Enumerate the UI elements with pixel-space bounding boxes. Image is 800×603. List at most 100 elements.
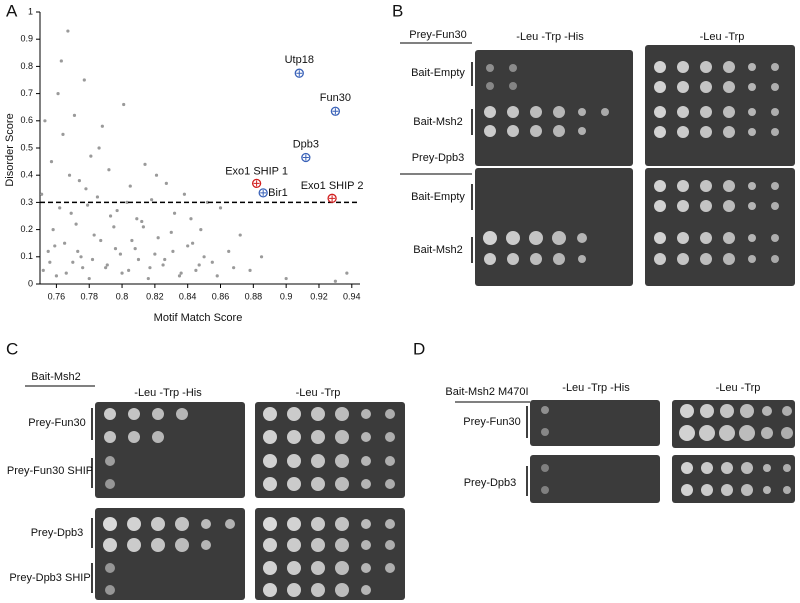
plate (530, 455, 660, 503)
colony-spot (311, 583, 325, 597)
point (53, 244, 57, 248)
colony-spot (748, 108, 756, 116)
colony-spot (601, 108, 609, 116)
prey-label: Prey-Dpb3 (412, 152, 465, 164)
colony-spot (385, 519, 395, 529)
point (333, 279, 337, 283)
y-tick-label: 0.3 (20, 197, 33, 207)
colony-spot (654, 126, 666, 138)
colony-spot (361, 519, 371, 529)
plate (95, 508, 245, 600)
x-tick-label: 0.9 (280, 291, 293, 301)
colony-spot (781, 427, 793, 439)
highlight-point (327, 193, 337, 203)
panel-label: A (6, 1, 18, 20)
colony-spot (677, 106, 689, 118)
highlight-point (258, 188, 268, 198)
colony-spot (677, 61, 689, 73)
point (161, 263, 165, 267)
colony-spot (311, 407, 325, 421)
colony-spot (700, 180, 712, 192)
colony-spot (176, 408, 188, 420)
colony-spot (748, 83, 756, 91)
point (61, 132, 65, 136)
bait-label: Bait-Empty (411, 67, 465, 79)
media-label: -Leu -Trp (296, 387, 341, 399)
colony-spot (311, 430, 325, 444)
point (66, 29, 70, 33)
plate (672, 455, 795, 503)
point (74, 222, 78, 226)
colony-spot (723, 180, 735, 192)
colony-spot (761, 427, 773, 439)
colony-spot (507, 106, 519, 118)
colony-spot (723, 200, 735, 212)
y-tick-label: 0.5 (20, 142, 33, 152)
colony-spot (385, 432, 395, 442)
y-tick-label: 0.8 (20, 61, 33, 71)
point (135, 217, 139, 221)
point (84, 187, 88, 191)
point (345, 271, 349, 275)
colony-spot (681, 484, 693, 496)
bait-label: Bait-Msh2 (413, 116, 463, 128)
colony-spot (127, 538, 141, 552)
colony-spot (783, 464, 791, 472)
point (194, 268, 198, 272)
point (182, 192, 187, 196)
colony-spot (151, 517, 165, 531)
colony-spot (103, 517, 117, 531)
colony-spot (654, 81, 666, 93)
colony-spot (506, 231, 520, 245)
colony-spot (748, 255, 756, 263)
colony-spot (105, 585, 115, 595)
x-tick-label: 0.86 (212, 291, 230, 301)
colony-spot (263, 430, 277, 444)
plate (475, 168, 633, 286)
point (197, 263, 201, 267)
y-tick-label: 0.9 (20, 34, 33, 44)
point (48, 260, 52, 264)
point-label: Utp18 (285, 54, 314, 66)
x-tick-label: 0.76 (48, 291, 66, 301)
colony-spot (103, 538, 117, 552)
bait-label: Bait-Msh2 M470I (445, 386, 528, 398)
x-tick-label: 0.82 (146, 291, 164, 301)
colony-spot (175, 538, 189, 552)
colony-spot (335, 454, 349, 468)
colony-spot (723, 232, 735, 244)
point (140, 219, 144, 224)
highlight-point (330, 106, 341, 116)
point (232, 266, 236, 270)
colony-spot (385, 540, 395, 550)
plates (95, 45, 795, 600)
colony-spot (771, 63, 779, 71)
colony-spot (771, 202, 779, 210)
colony-spot (677, 253, 689, 265)
point (133, 247, 137, 251)
colony-spot (654, 61, 666, 73)
colony-spot (701, 484, 713, 496)
x-tick-label: 0.94 (343, 291, 361, 301)
colony-spot (721, 484, 733, 496)
point (177, 274, 182, 278)
colony-spot (578, 108, 586, 116)
colony-spot (311, 454, 325, 468)
point (172, 211, 177, 215)
colony-spot (287, 561, 301, 575)
point (56, 92, 60, 96)
point (205, 200, 209, 204)
point (146, 276, 150, 281)
prey-label: Prey-Dpb3 (464, 477, 517, 489)
point (136, 257, 141, 262)
y-tick-label: 0 (28, 278, 33, 288)
point (112, 225, 116, 229)
point (120, 271, 124, 275)
y-tick-label: 0.4 (20, 170, 33, 180)
point (64, 271, 68, 275)
colony-spot (335, 583, 349, 597)
highlight-cross (260, 189, 267, 196)
point (141, 225, 145, 229)
highlight-cross (253, 180, 260, 187)
point (199, 228, 203, 232)
